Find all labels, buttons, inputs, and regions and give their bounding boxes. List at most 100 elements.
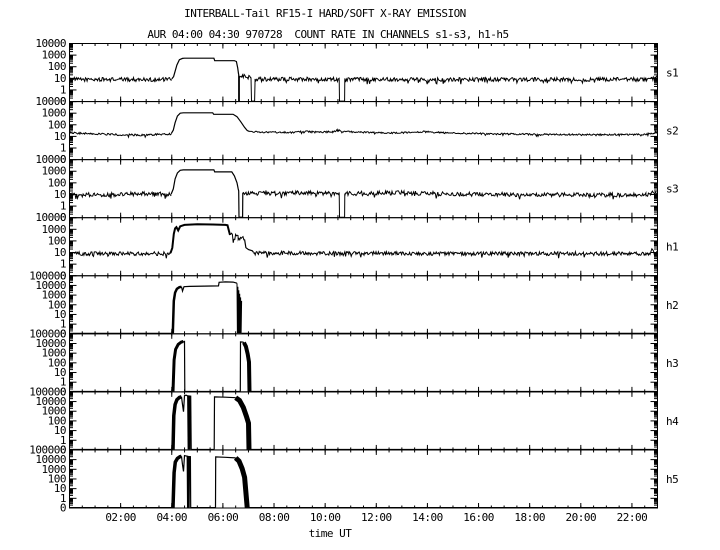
trace-s3 [69,169,658,218]
xtick-label: 18:00 [514,511,545,524]
ytick-label: 1 [60,258,66,271]
ytick-label: 100000 [29,385,66,398]
xtick-label: 06:00 [208,511,239,524]
ytick-label: 100000 [29,327,66,340]
ytick-label: 100000 [29,269,66,282]
ytick-label: 1 [60,200,66,213]
ytick-label: 10000 [35,395,66,408]
ytick-label: 100 [48,414,66,427]
xtick-label: 10:00 [310,511,341,524]
ytick-label: 1 [60,142,66,155]
xtick-label: 22:00 [617,511,648,524]
ytick-label: 100 [48,472,66,485]
ytick-label: 1 [60,492,66,505]
channel-label-s2: s2 [666,125,678,138]
ytick-label: 0 [60,502,66,515]
ytick-label: 1000 [42,289,67,302]
ytick-label: 0 [60,269,66,282]
ytick-label: 1000 [42,107,67,120]
trace-h2 [69,281,658,334]
chart-title: INTERBALL-Tail RF15-I HARD/SOFT X-RAY EM… [184,7,466,20]
xtick-label: 08:00 [259,511,290,524]
channel-label-s3: s3 [666,183,678,196]
ytick-label: 10000 [35,153,66,166]
ytick-label: 1 [60,376,66,389]
ytick-label: 0 [60,443,66,456]
xtick-label: 20:00 [565,511,596,524]
ytick-label: 100 [48,234,66,247]
ytick-label: 1000 [42,347,67,360]
ytick-label: 10000 [35,279,66,292]
ytick-label: 10 [54,130,66,143]
xtick-label: 04:00 [156,511,187,524]
ytick-label: 10 [54,308,66,321]
ytick-label: 100 [48,60,66,73]
ytick-label: 0 [60,385,66,398]
ytick-label: 100 [48,356,66,369]
trace-h1 [69,223,658,259]
ytick-label: 100 [48,176,66,189]
ytick-label: 100 [48,298,66,311]
trace-h4 [69,394,658,450]
xtick-label: 14:00 [412,511,443,524]
ytick-label: 0 [60,211,66,224]
panel-ticks-h2 [69,275,658,335]
ytick-label: 10000 [35,453,66,466]
ytick-label: 10 [54,482,66,495]
trace-h5 [69,454,658,508]
panel-ticks-h1 [69,217,658,277]
trace-s1 [69,57,658,102]
xtick-label: 16:00 [463,511,494,524]
ytick-label: 0 [60,327,66,340]
channel-label-h3: h3 [666,357,678,370]
ytick-label: 10 [54,246,66,259]
ytick-label: 1000 [42,463,67,476]
ytick-label: 1000 [42,405,67,418]
x-axis-title: time UT [309,527,353,540]
panel-ticks-h5 [69,449,658,509]
ytick-label: 100000 [29,443,66,456]
ytick-label: 10 [54,72,66,85]
ytick-label: 10 [54,424,66,437]
channel-label-h2: h2 [666,299,678,312]
ytick-label: 10000 [35,37,66,50]
ytick-label: 1000 [42,223,67,236]
panel-ticks-s1 [69,43,658,103]
time-axis-labels: 02:00 04:00 06:00 08:00 10:00 12:00 14:00 16:00… [105,511,647,540]
channel-label-h1: h1 [666,241,678,254]
ytick-label: 1000 [42,165,67,178]
ytick-label: 1000 [42,49,67,62]
ytick-label: 10 [54,188,66,201]
ytick-label: 1 [60,83,66,96]
trace-s2 [69,112,658,139]
panel-ticks-h4 [69,391,658,451]
channel-label-h5: h5 [666,473,678,486]
ytick-label: 10 [54,366,66,379]
ytick-label: 1 [60,434,66,447]
ytick-label: 10000 [35,211,66,224]
ytick-label: 10000 [35,337,66,350]
ytick-label: 1 [60,318,66,331]
ytick-label: 0 [60,153,66,166]
ytick-label: 0 [60,95,66,108]
channel-label-h4: h4 [666,415,679,428]
chart-subtitle: AUR 04:00 04:30 970728 COUNT RATE IN CHA… [147,28,509,41]
panel-ticks-h3 [69,333,658,393]
